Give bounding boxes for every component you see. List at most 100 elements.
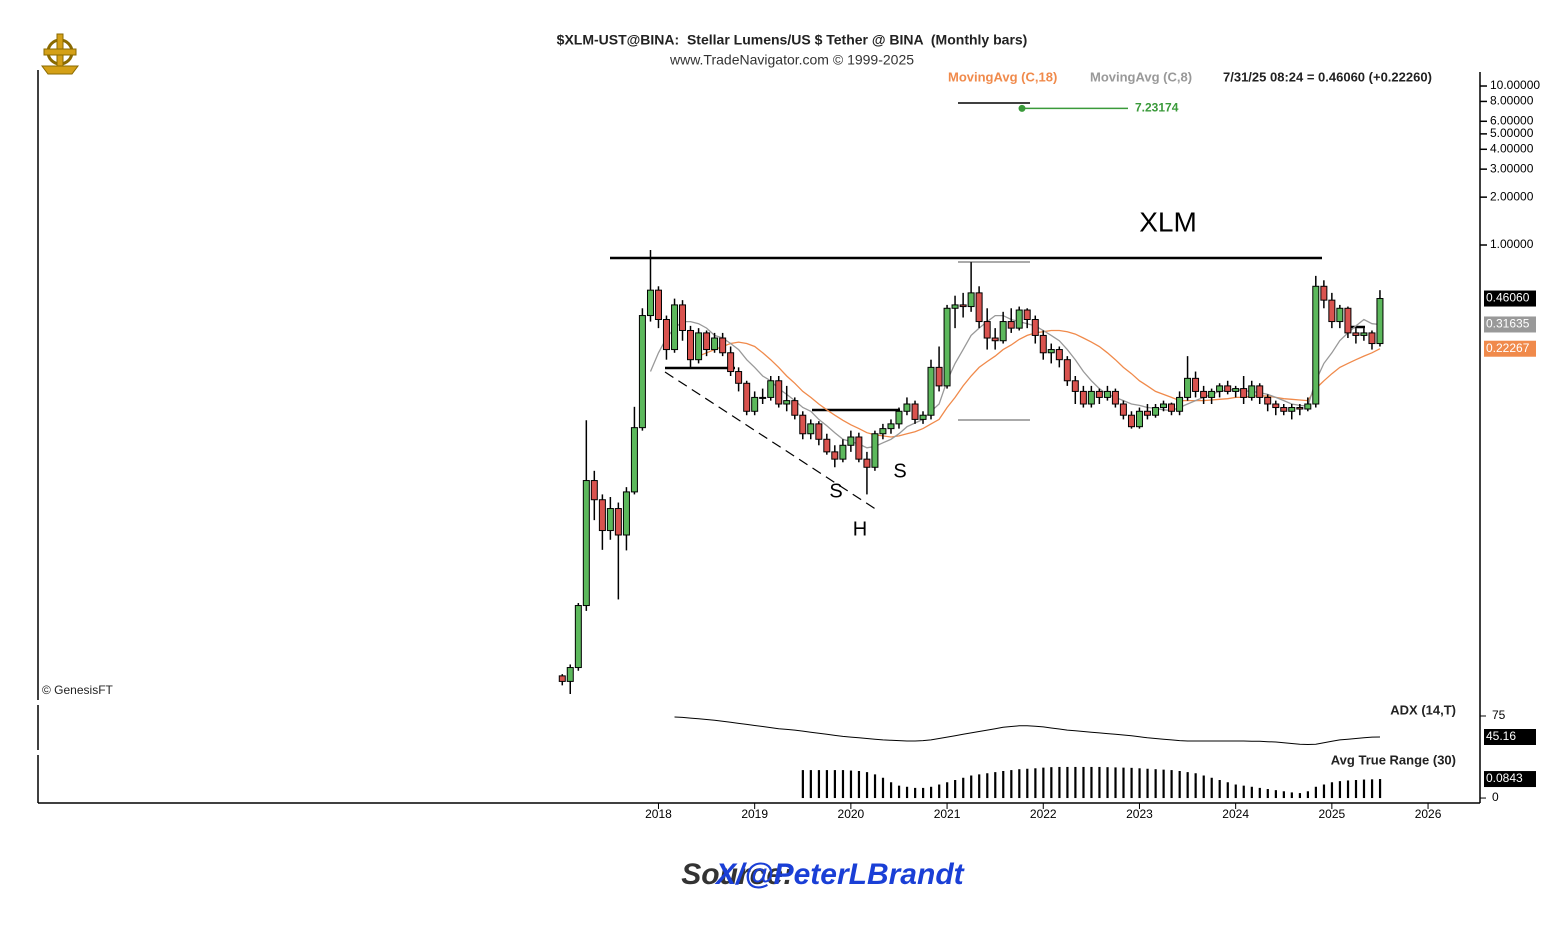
candle-body: [1200, 390, 1208, 398]
candle-body: [1071, 380, 1079, 392]
indicator-bar: [1090, 766, 1093, 799]
x-tick-label: 2022: [1030, 807, 1057, 821]
candle-body: [1312, 285, 1320, 405]
indicator-bar: [1378, 779, 1382, 799]
indicator-bar: [1242, 785, 1245, 799]
candle-body: [783, 400, 791, 405]
candle-body: [1192, 377, 1200, 392]
candle-body: [679, 304, 687, 331]
candle-body: [1160, 403, 1168, 409]
indicator-bar: [1042, 767, 1045, 799]
candle-body: [582, 480, 590, 607]
indicator-bar: [1258, 787, 1261, 799]
x-tick-label: 2023: [1126, 807, 1153, 821]
indicator-bar: [1106, 767, 1109, 799]
y-tick-label: 6.00000: [1490, 113, 1534, 127]
indicator-bar: [1250, 786, 1253, 799]
candle-body: [1376, 298, 1384, 345]
chart-subtitle: www.TradeNavigator.com © 1999-2025: [669, 52, 914, 68]
indicator-bar: [1026, 768, 1029, 799]
candle-body: [1103, 390, 1111, 398]
indicator-bar: [1130, 767, 1133, 799]
indicator-bar: [857, 771, 861, 799]
indicator-bar: [938, 784, 941, 799]
indicator-title: Avg True Range (30): [1331, 752, 1456, 767]
candle-body: [719, 337, 727, 354]
candle-body: [951, 304, 959, 309]
x-tick-label: 2019: [741, 807, 768, 821]
candle-body: [1272, 403, 1280, 409]
indicator-bar: [825, 770, 829, 799]
y-tick-label: 5.00000: [1490, 126, 1534, 140]
y-tick-label: 4.00000: [1490, 141, 1534, 155]
y-tick-label: 10.00000: [1490, 78, 1540, 92]
indicator-bar: [986, 773, 989, 799]
indicator-bar: [1330, 782, 1334, 799]
candle-body: [606, 508, 614, 532]
indicator-bar: [817, 770, 821, 799]
indicator-bar: [1370, 779, 1374, 799]
indicator-bar: [930, 786, 933, 799]
y-tick-label: 75: [1492, 708, 1506, 722]
candle-body: [1176, 396, 1184, 412]
last-price-label: 0.46060: [1486, 291, 1530, 305]
candle-body: [1352, 332, 1360, 336]
indicator-last-label: 0.0843: [1486, 771, 1523, 785]
candle-body: [1184, 377, 1192, 398]
candle-body: [1336, 307, 1344, 323]
indicator-bar: [1314, 786, 1317, 799]
indicator-title: ADX (14,T): [1390, 702, 1456, 717]
candle-body: [614, 508, 622, 536]
indicator-bar: [1234, 784, 1237, 799]
indicator-bar: [865, 772, 869, 799]
candle-body: [1055, 349, 1063, 361]
frame: [37, 70, 1481, 804]
indicator-bar: [809, 770, 812, 799]
indicator-bar: [833, 770, 837, 799]
candle-body: [1007, 321, 1015, 329]
indicator-bar: [970, 775, 973, 799]
annotation: S: [893, 460, 906, 482]
indicator-bar: [1290, 792, 1293, 799]
candle-body: [735, 371, 743, 384]
target-label: 7.23174: [1135, 101, 1179, 115]
candle-body: [847, 436, 855, 446]
candle-body: [799, 414, 807, 435]
candle-body: [983, 321, 991, 339]
x-tick-label: 2021: [934, 807, 961, 821]
indicator-bar: [978, 774, 981, 799]
indicator-bar: [1338, 781, 1342, 799]
candle-body: [1023, 309, 1031, 320]
indicator-bar: [1354, 780, 1358, 799]
candle-body: [1119, 403, 1127, 416]
x-tick-label: 2026: [1415, 807, 1442, 821]
indicator-bar: [1114, 767, 1117, 799]
indicator-bar: [1186, 772, 1189, 799]
source-handle[interactable]: X/@PeterLBrandt: [714, 858, 966, 891]
candle-body: [911, 403, 919, 420]
candle-body: [695, 332, 703, 361]
indicator-bar: [962, 777, 965, 799]
y-tick-label: 3.00000: [1490, 161, 1534, 175]
candle-body: [927, 366, 935, 416]
y-tick-label: 0: [1492, 790, 1499, 804]
candle-body: [863, 458, 871, 468]
indicator-bar: [1170, 770, 1173, 799]
candle-body: [991, 337, 999, 342]
candle-body: [1015, 309, 1023, 329]
candle-body: [574, 605, 582, 669]
candle-body: [999, 321, 1007, 342]
candle-body: [1360, 332, 1368, 336]
candle-body: [1280, 407, 1288, 412]
indicator-bar: [1178, 771, 1181, 799]
x-tick-label: 2024: [1222, 807, 1249, 821]
last-price-label-box: [1484, 290, 1536, 307]
candle-body: [823, 438, 831, 453]
candle-body: [791, 400, 799, 416]
moving-average-line: [649, 314, 1381, 449]
indicator-bar: [1010, 770, 1013, 799]
candle-body: [662, 318, 670, 351]
last-ma-label-box: [1484, 316, 1536, 333]
annotation: S: [829, 480, 842, 502]
source-label: Source:: [681, 858, 793, 891]
